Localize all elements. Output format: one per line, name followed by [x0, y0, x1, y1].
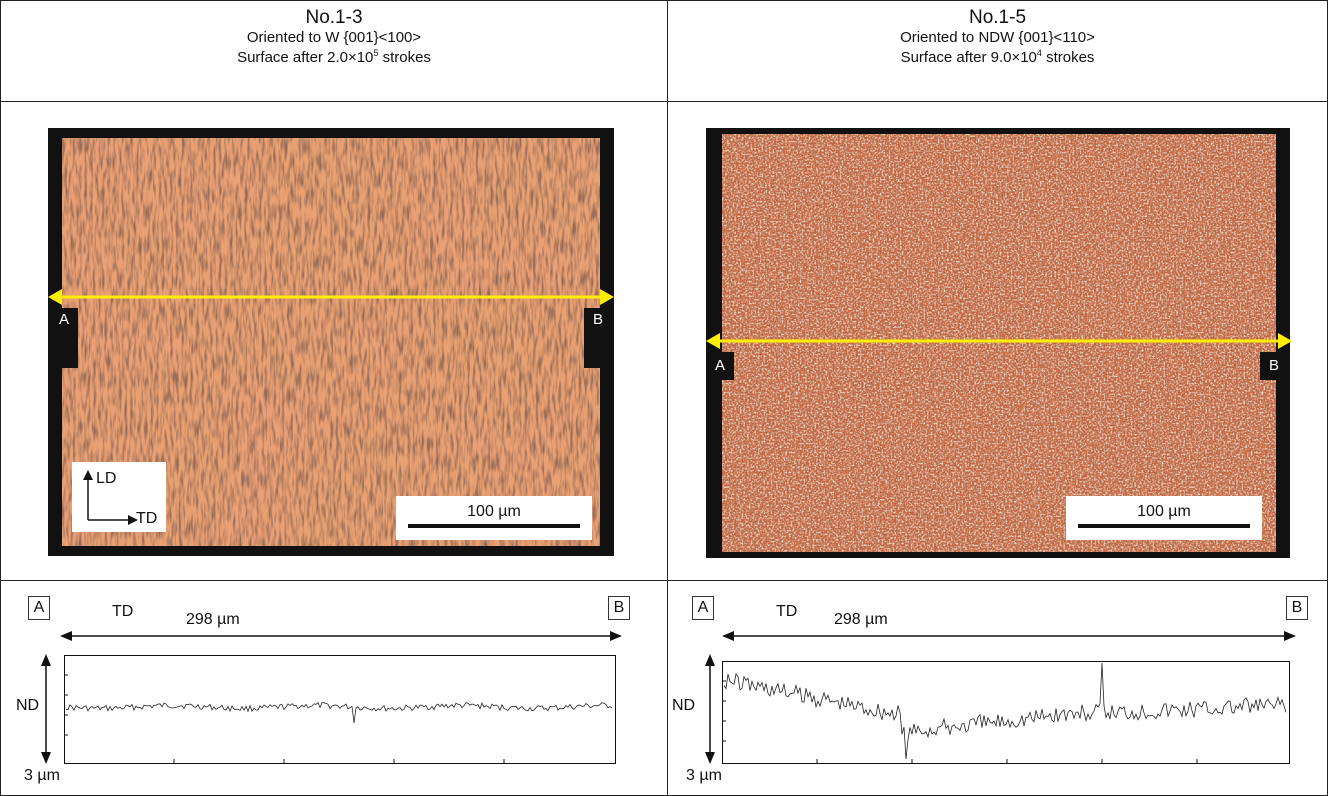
profile-2-vertical-arrow: [705, 654, 715, 764]
profile-1-vertical-scale: 3 µm: [24, 767, 60, 784]
profile-2-plot: [722, 661, 1290, 764]
profile-2-vertical-label: ND: [672, 697, 696, 714]
profile-1-length-arrow: [60, 631, 622, 641]
panel-1-surface-suffix: strokes: [378, 49, 431, 66]
profile-2-length-arrow: [722, 631, 1296, 641]
profile-2-label-a: A: [692, 596, 714, 620]
profile-2-trace: [723, 662, 1287, 760]
profile-2-length: 298 µm: [834, 611, 888, 628]
profile-1-ticks: [64, 674, 505, 763]
profile-2-vertical-scale: 3 µm: [686, 767, 722, 784]
axis-td-label: TD: [136, 510, 158, 527]
section-line-2: [706, 333, 1292, 349]
marker-b-2: B: [1260, 352, 1288, 380]
axes-arrows-icon: [83, 470, 138, 525]
scale-bar-2: 100 µm: [1066, 496, 1262, 540]
profile-1-vertical-label: ND: [16, 697, 40, 714]
table-divider-header: [0, 101, 1328, 102]
table-divider-vertical: [667, 0, 668, 796]
scale-bar-1-line: [408, 524, 580, 528]
panel-1-surface-exp: 5: [373, 48, 379, 58]
profile-1-trace: [65, 702, 613, 724]
scale-bar-1-label: 100 µm: [467, 503, 521, 520]
profile-1-label-a: A: [28, 596, 50, 620]
marker-a-1: A: [50, 308, 78, 368]
scale-bar-2-line: [1078, 524, 1250, 528]
profile-1-direction: TD: [112, 603, 134, 620]
profile-1-plot: [64, 655, 616, 764]
profile-2-label-b: B: [1286, 596, 1308, 620]
marker-a-2: A: [706, 352, 734, 380]
table-border-left: [0, 0, 1, 796]
orientation-axes: LD TD: [72, 462, 166, 532]
panel-1-title: No.1-3: [305, 7, 363, 28]
profile-2-ticks: [722, 680, 1198, 763]
panel-2-orientation: Oriented to NDW {001}<110>: [900, 29, 1095, 46]
panel-1-header: No.1-3 Oriented to W {001}<100> Surface …: [1, 1, 667, 101]
scale-bar-2-label: 100 µm: [1137, 503, 1191, 520]
panel-1-orientation: Oriented to W {001}<100>: [246, 29, 422, 46]
panel-2-header: No.1-5 Oriented to NDW {001}<110> Surfac…: [668, 1, 1327, 101]
panel-2-surface-prefix: Surface after 9.0×10: [900, 49, 1037, 66]
scale-bar-1: 100 µm: [396, 496, 592, 540]
panel-2-surface-suffix: strokes: [1041, 49, 1095, 66]
axis-ld-label: LD: [96, 470, 117, 487]
micrograph-2-image: [722, 134, 1276, 552]
panel-2-title: No.1-5: [968, 7, 1027, 28]
profile-2-direction: TD: [776, 603, 798, 620]
panel-1-surface-prefix: Surface after 2.0×10: [237, 49, 374, 66]
panel-1-surface: Surface after 2.0×105 strokes: [1, 48, 667, 68]
profile-1-vertical-arrow: [41, 654, 51, 764]
section-line-1: [48, 289, 614, 305]
profile-1-label-b: B: [608, 596, 630, 620]
profile-1-length: 298 µm: [186, 611, 240, 628]
panel-2-surface: Surface after 9.0×104 strokes: [668, 48, 1327, 68]
table-border-top: [0, 0, 1328, 1]
panel-2-surface-exp: 4: [1036, 48, 1042, 58]
table-divider-profile: [0, 580, 1328, 581]
marker-b-1: B: [584, 308, 612, 368]
